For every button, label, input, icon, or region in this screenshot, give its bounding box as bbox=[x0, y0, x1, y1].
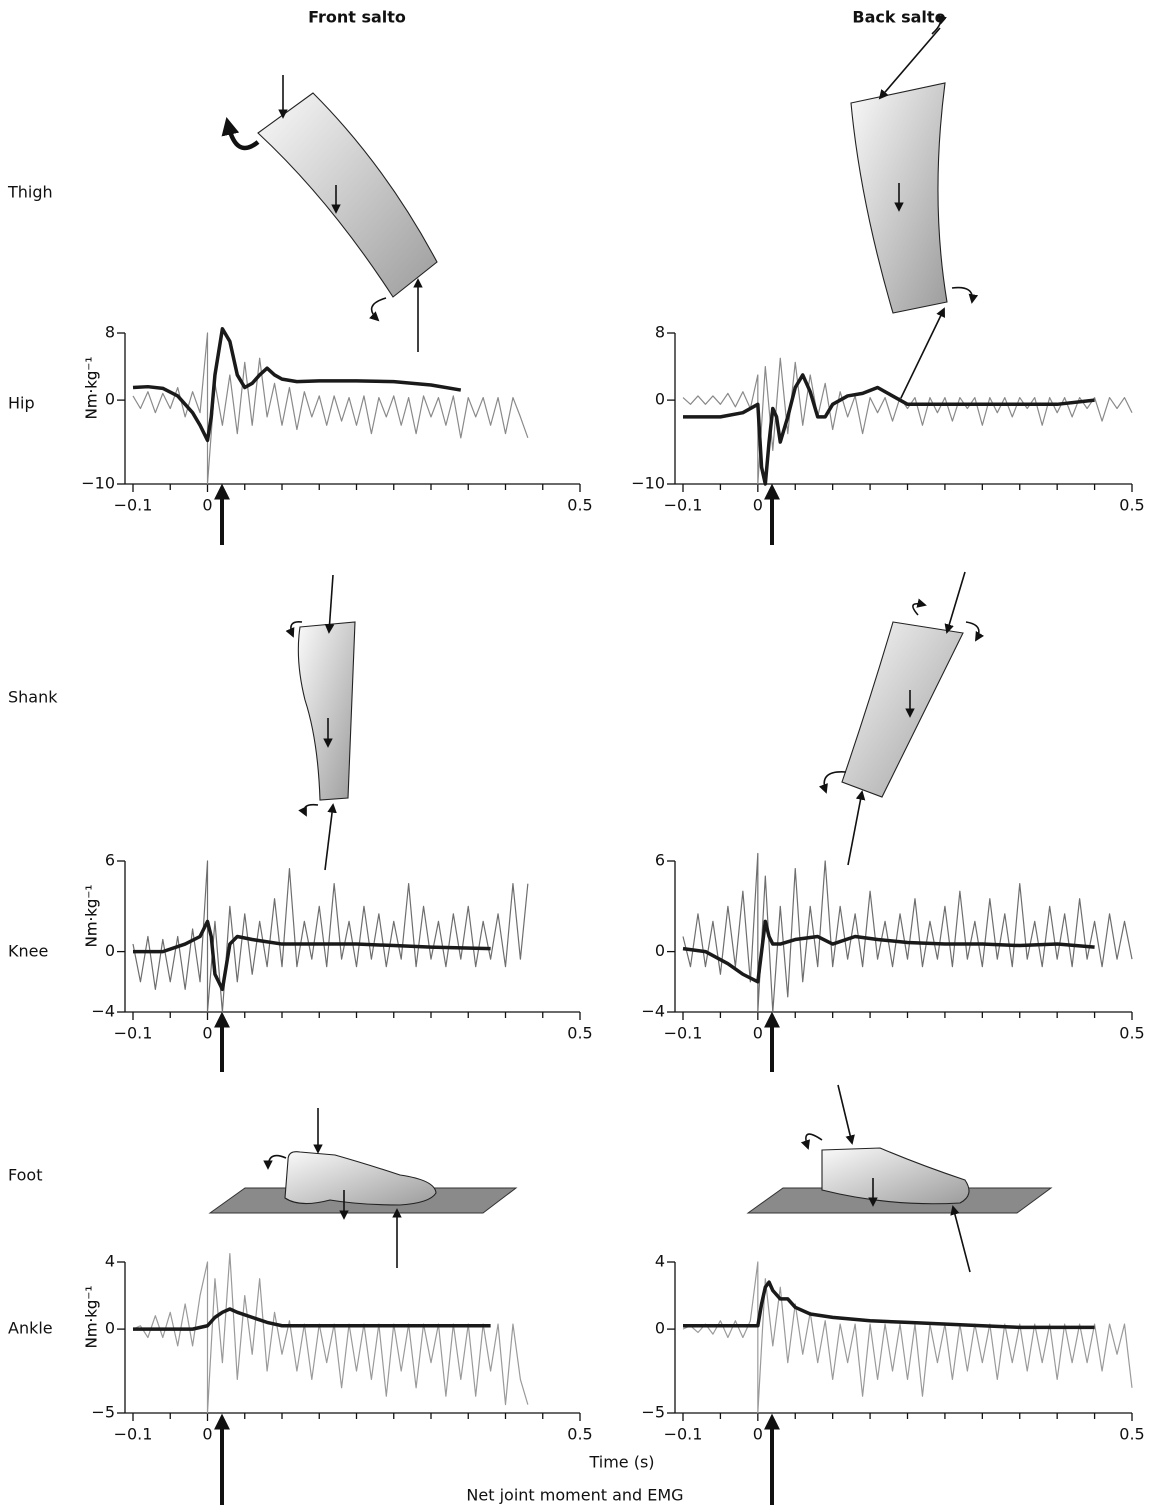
x-tick-label: 0.5 bbox=[567, 496, 592, 515]
y-axis-label: Nm·kg⁻¹ bbox=[83, 1286, 101, 1349]
y-tick-label: 6 bbox=[105, 851, 115, 870]
y-tick-label: −5 bbox=[641, 1403, 665, 1422]
x-tick-label: 0 bbox=[202, 496, 212, 515]
x-tick-label: 0.5 bbox=[1119, 1425, 1144, 1444]
segment-diagrams bbox=[208, 14, 1053, 1273]
x-tick-label: −0.1 bbox=[114, 496, 153, 515]
y-axis-label: Nm·kg⁻¹ bbox=[83, 885, 101, 948]
x-tick-label: 0.5 bbox=[567, 1024, 592, 1043]
y-axis-label: Nm·kg⁻¹ bbox=[83, 885, 101, 948]
x-tick-label: −0.1 bbox=[114, 1024, 153, 1043]
x-tick-label: −0.1 bbox=[114, 1425, 153, 1444]
chart: −0.1 0 0.5 −5 0 4Nm·kg⁻¹ bbox=[83, 1252, 593, 1444]
y-tick-label: 4 bbox=[655, 1252, 665, 1271]
y-axis-label: Nm·kg⁻¹ bbox=[83, 1286, 101, 1349]
y-tick-label: 4 bbox=[105, 1252, 115, 1271]
data-line bbox=[682, 1261, 1133, 1414]
data-line bbox=[683, 1280, 1095, 1330]
impact-arrows bbox=[214, 483, 780, 1505]
data-line bbox=[683, 373, 1095, 486]
y-tick-label: 0 bbox=[655, 1319, 665, 1338]
x-axis-label: Time (s) bbox=[588, 1453, 654, 1472]
x-tick-label: −0.1 bbox=[664, 1425, 703, 1444]
data-line bbox=[132, 1253, 529, 1414]
column-title: Back salto bbox=[852, 8, 945, 27]
y-tick-label: 0 bbox=[105, 941, 115, 960]
row-label: Knee bbox=[8, 942, 48, 961]
y-tick-label: −4 bbox=[641, 1002, 665, 1021]
data-line bbox=[133, 919, 491, 992]
caption: Net joint moment and EMG bbox=[466, 1486, 683, 1505]
y-tick-label: −10 bbox=[81, 474, 115, 493]
y-tick-label: 8 bbox=[105, 323, 115, 342]
row-label: Hip bbox=[8, 394, 35, 413]
data-line bbox=[133, 1307, 491, 1331]
chart: −0.1 0 0.5 −4 0 6Nm·kg⁻¹ bbox=[83, 851, 593, 1043]
data-line bbox=[682, 919, 1095, 984]
data-line bbox=[132, 327, 462, 443]
chart: −0.1 0 0.5 −10 0 8Nm·kg⁻¹ bbox=[81, 323, 592, 515]
row-label: Shank bbox=[8, 688, 58, 707]
data-line bbox=[682, 357, 1133, 485]
x-tick-label: 0 bbox=[202, 1024, 212, 1043]
x-tick-label: 0.5 bbox=[567, 1425, 592, 1444]
row-label: Ankle bbox=[8, 1319, 53, 1338]
x-tick-label: 0 bbox=[753, 1024, 763, 1043]
y-tick-label: −10 bbox=[631, 474, 665, 493]
x-tick-label: 0.5 bbox=[1119, 1024, 1144, 1043]
x-tick-label: 0 bbox=[753, 1425, 763, 1444]
y-tick-label: 0 bbox=[105, 1319, 115, 1338]
y-tick-label: 0 bbox=[105, 390, 115, 409]
column-title: Front salto bbox=[308, 8, 406, 27]
row-label: Foot bbox=[8, 1166, 42, 1185]
row-label: Thigh bbox=[7, 183, 53, 202]
y-axis-label: Nm·kg⁻¹ bbox=[83, 357, 101, 420]
x-tick-label: 0.5 bbox=[1119, 496, 1144, 515]
x-tick-label: 0 bbox=[202, 1425, 212, 1444]
x-tick-label: −0.1 bbox=[664, 496, 703, 515]
y-tick-label: −5 bbox=[91, 1403, 115, 1422]
y-tick-label: 8 bbox=[655, 323, 665, 342]
y-tick-label: −4 bbox=[91, 1002, 115, 1021]
x-tick-label: −0.1 bbox=[664, 1024, 703, 1043]
data-line bbox=[682, 852, 1133, 1013]
y-tick-label: 6 bbox=[655, 851, 665, 870]
y-tick-label: 0 bbox=[655, 390, 665, 409]
y-tick-label: 0 bbox=[655, 941, 665, 960]
y-axis-label: Nm·kg⁻¹ bbox=[83, 357, 101, 420]
x-tick-label: 0 bbox=[753, 496, 763, 515]
data-line bbox=[132, 860, 529, 1013]
data-line bbox=[132, 332, 529, 485]
